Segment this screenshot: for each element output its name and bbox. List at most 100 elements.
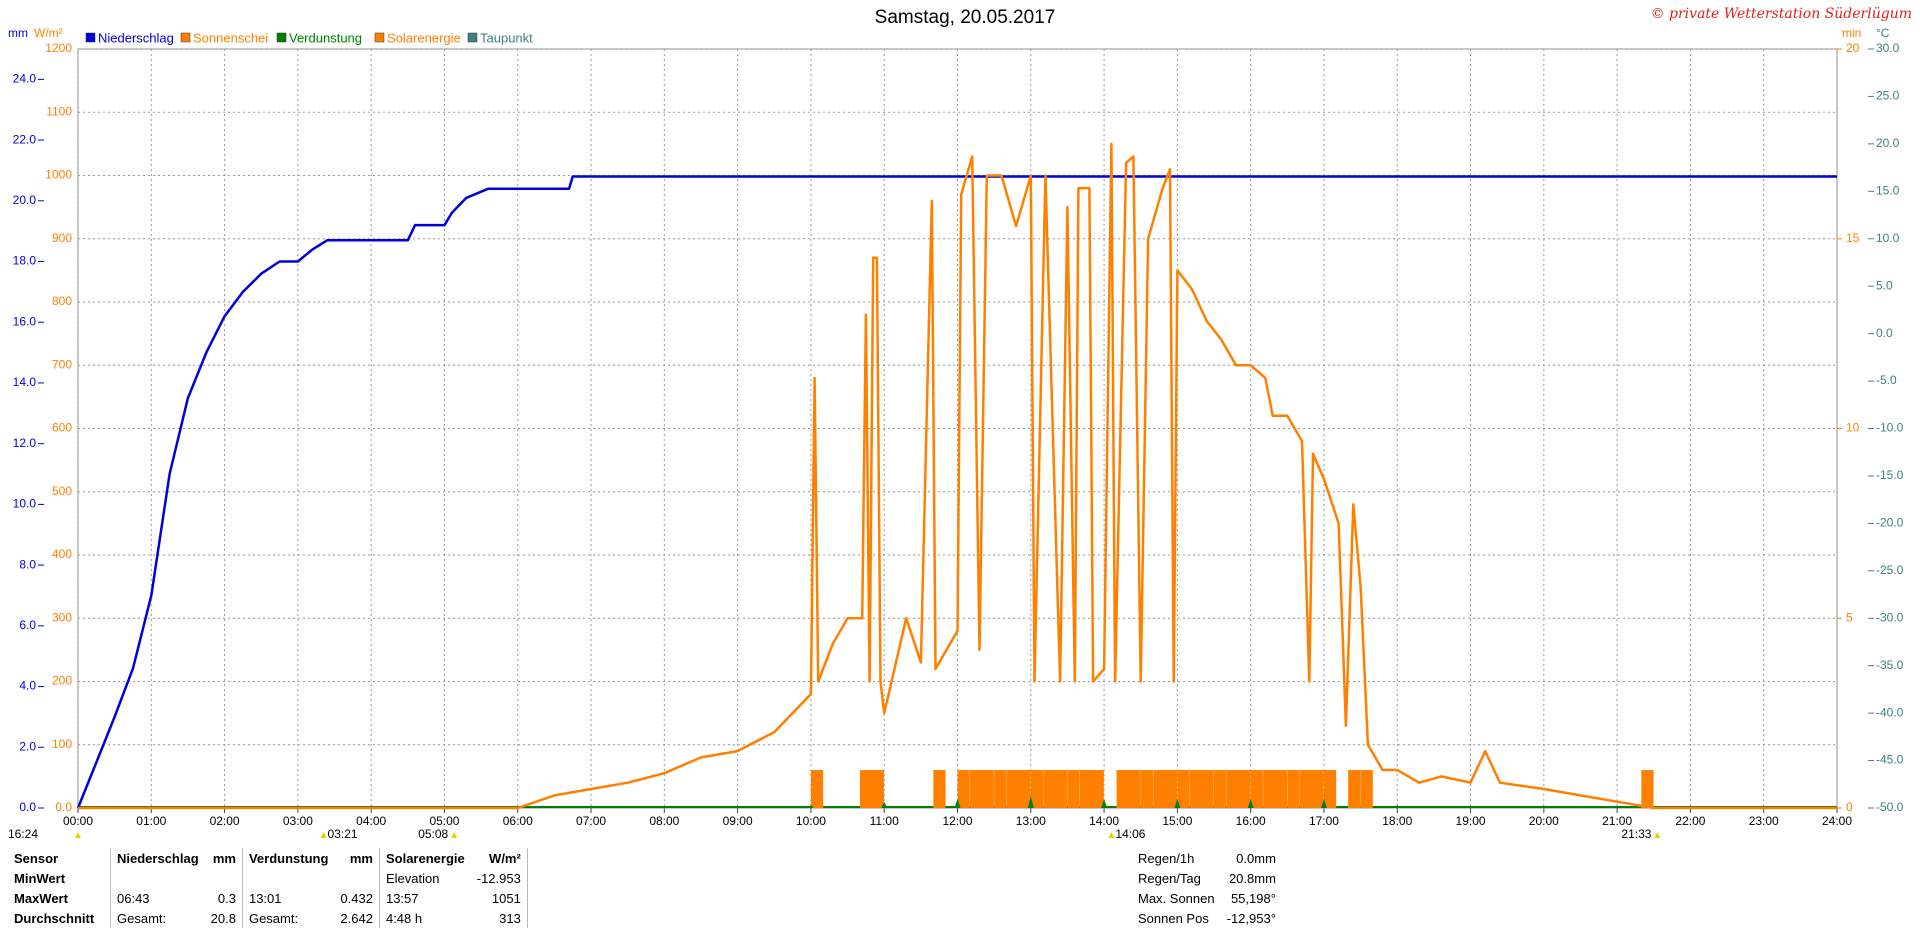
y4-tick-label: 0.0 <box>1876 326 1893 340</box>
sunshine-bar <box>1238 770 1251 808</box>
cell: MinWert <box>8 868 111 888</box>
y4-tick-label: -40.0 <box>1876 705 1904 719</box>
time-marker-label: 16:24 <box>8 827 38 840</box>
y2-tick-label: 200 <box>52 674 72 688</box>
cell: MaxWert <box>8 888 111 908</box>
sunshine-bar <box>1153 770 1166 808</box>
cell: Elevation <box>385 870 440 886</box>
sunshine-bar <box>1054 770 1068 808</box>
cell <box>334 868 380 888</box>
y2-tick-label: 400 <box>52 547 72 561</box>
sunshine-bar <box>1140 770 1153 808</box>
sunshine-bar <box>1067 770 1080 808</box>
y2-tick-label: 600 <box>52 421 72 435</box>
x-tick-label: 24:00 <box>1822 814 1852 828</box>
y4-tick-label: 5.0 <box>1876 278 1893 292</box>
sunshine-bar <box>1299 770 1312 808</box>
axis-unit-min: min <box>1842 26 1861 40</box>
sunshine-bar <box>1043 770 1056 808</box>
y-tick-label: 8.0 <box>19 557 36 571</box>
cell: 313 <box>470 908 528 928</box>
y-tick-label: 12.0 <box>13 436 37 450</box>
y4-tick-label: 25.0 <box>1876 89 1900 103</box>
sunshine-bar <box>933 770 946 808</box>
time-marker-label: 03:21 <box>328 827 358 840</box>
y2-tick-label: 900 <box>52 231 72 245</box>
time-marker <box>75 832 81 838</box>
legend-swatch <box>374 32 385 43</box>
cell: Gesamt: <box>248 910 299 926</box>
sunshine-bar <box>871 770 884 808</box>
time-marker <box>1108 832 1115 838</box>
evaporation-spike <box>1394 804 1401 808</box>
cell <box>111 868 205 888</box>
y4-tick-label: -15.0 <box>1876 468 1904 482</box>
evaporation-spike <box>954 798 961 808</box>
cell: Regen/1h <box>1138 850 1195 866</box>
y3-tick-label: 20 <box>1846 41 1860 55</box>
cell: 0.0mm <box>1236 850 1276 866</box>
stats-table: Sensor Niederschlag mm Verdunstung mm Solaren… <box>8 848 528 928</box>
sunshine-bar <box>981 770 994 808</box>
y-tick-label: 20.0 <box>13 193 37 207</box>
y2-tick-label: 0.0 <box>55 800 72 814</box>
time-marker <box>451 832 458 838</box>
cell: Regen/Tag <box>1138 870 1201 886</box>
sunshine-bar <box>1116 770 1129 808</box>
y2-tick-label: 1200 <box>45 41 72 55</box>
x-tick-label: 15:00 <box>1162 814 1192 828</box>
chart: Samstag, 20.05.2017 © private Wetterstat… <box>8 6 1912 840</box>
legend-label: Niederschlag <box>98 30 174 45</box>
chart-title: Samstag, 20.05.2017 <box>875 7 1056 28</box>
axis-unit-c: °C <box>1876 26 1890 40</box>
y2-tick-label: 700 <box>52 357 72 371</box>
y-tick-label: 14.0 <box>13 375 37 389</box>
time-marker-label: 14:06 <box>1115 827 1145 840</box>
x-tick-label: 11:00 <box>870 814 899 828</box>
x-tick-label: 00:00 <box>63 814 93 828</box>
cell: W/m² <box>470 848 528 868</box>
axis-unit-w: W/m² <box>34 26 63 40</box>
sunshine-bar <box>1018 770 1031 808</box>
sunshine-bar <box>1348 770 1361 808</box>
cell: 55,198° <box>1230 890 1276 906</box>
cell: Sensor <box>8 848 111 868</box>
cell: mm <box>334 848 380 868</box>
cell: -12,953° <box>1226 910 1276 926</box>
x-tick-label: 02:00 <box>210 814 240 828</box>
cell <box>242 868 334 888</box>
sunshine-bar <box>1030 770 1044 808</box>
sunshine-bar <box>1250 770 1263 808</box>
y2-tick-label: 1100 <box>46 104 72 118</box>
y4-tick-label: -30.0 <box>1876 610 1904 624</box>
x-tick-label: 05:00 <box>429 814 459 828</box>
cell: 1051 <box>470 888 528 908</box>
y2-tick-label: 800 <box>52 294 72 308</box>
y3-tick-label: 0 <box>1846 800 1853 814</box>
x-tick-label: 01:00 <box>136 814 166 828</box>
y-tick-label: 4.0 <box>19 679 36 693</box>
cell: 06:43 <box>117 890 150 906</box>
y-tick-label: 16.0 <box>13 314 37 328</box>
sunshine-bar <box>1189 770 1203 808</box>
sunshine-bar <box>1287 770 1300 808</box>
y3-tick-label: 10 <box>1846 421 1860 435</box>
sunshine-bar <box>1006 770 1019 808</box>
series-line <box>78 142 1837 810</box>
time-marker-label: 05:08 <box>418 827 448 840</box>
sunshine-bar <box>1311 770 1324 808</box>
cell: Verdunstung <box>248 850 329 866</box>
y-tick-label: 22.0 <box>13 132 37 146</box>
cell: 13:57 <box>385 890 419 906</box>
legend-swatch <box>467 32 478 43</box>
evaporation-spike <box>1027 795 1034 808</box>
sunshine-bar <box>1214 770 1227 808</box>
legend-label: Sonnenschei <box>193 30 268 45</box>
y4-tick-label: 20.0 <box>1876 136 1900 150</box>
x-tick-label: 06:00 <box>503 814 533 828</box>
sunshine-bar <box>1177 770 1190 808</box>
cell: 0.432 <box>334 888 380 908</box>
y4-tick-label: 10.0 <box>1876 231 1900 245</box>
x-tick-label: 08:00 <box>649 814 679 828</box>
